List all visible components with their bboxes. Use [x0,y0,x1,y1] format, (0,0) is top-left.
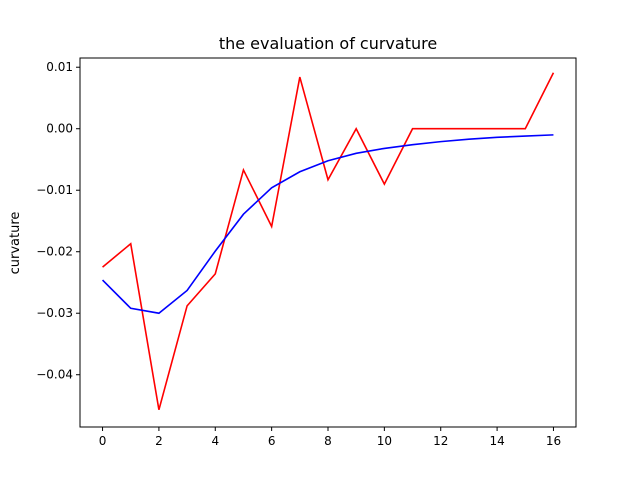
y-tick-label: −0.04 [36,368,73,382]
y-tick-label: 0.00 [46,122,73,136]
x-tick-label: 8 [324,434,332,448]
x-tick-label: 14 [489,434,504,448]
y-tick-label: −0.03 [36,306,73,320]
x-tick-label: 10 [377,434,392,448]
y-tick-label: −0.01 [36,183,73,197]
x-tick-label: 12 [433,434,448,448]
series-line-2 [101,134,554,315]
series-line-1 [102,72,555,410]
y-tick-label: −0.02 [36,245,73,259]
x-tick-label: 2 [155,434,163,448]
y-tick-label: 0.01 [46,60,73,74]
x-tick-label: 0 [99,434,107,448]
x-tick-label: 6 [268,434,276,448]
plot-frame [79,57,577,428]
axes-layer: 0 2 4 6 8 10 12 14 16 0.01 0.00 −0.01 −0.02 −0.03 −0.0… [36,57,577,448]
series-layer [101,72,555,410]
x-tick-label: 16 [546,434,561,448]
y-axis-label: curvature [8,212,23,275]
chart-title: the evaluation of curvature [219,34,437,53]
x-tick-label: 4 [211,434,219,448]
